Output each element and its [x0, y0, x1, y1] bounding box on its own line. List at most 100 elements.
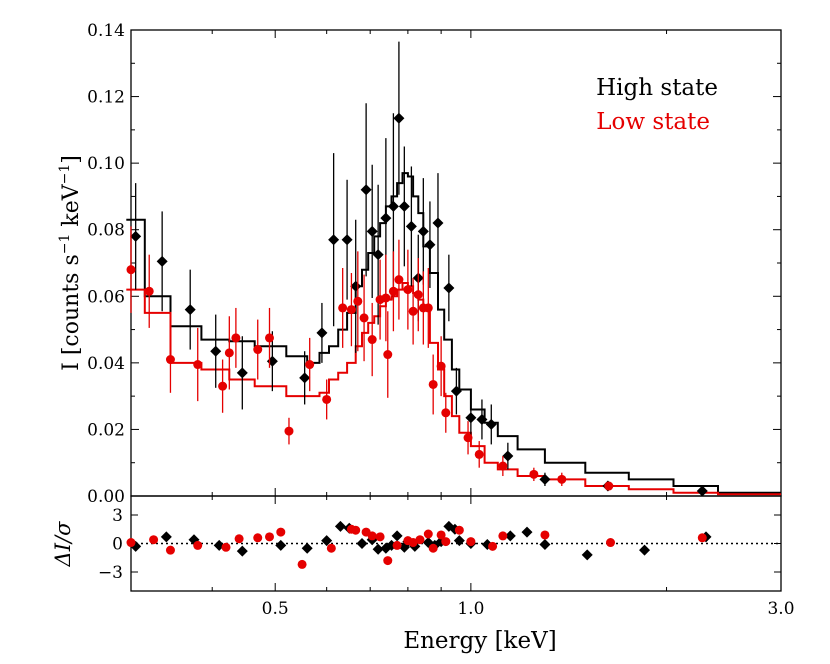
- y-tick-label: 0.06: [87, 287, 125, 307]
- data-point-high: [372, 249, 384, 261]
- data-point-low: [165, 355, 175, 365]
- y-tick-label: 0.10: [87, 154, 125, 174]
- data-point-high: [432, 217, 444, 229]
- residual-point-high: [356, 538, 368, 549]
- data-point-low: [383, 350, 393, 360]
- data-point-high: [380, 212, 392, 224]
- residual-point-high: [539, 538, 551, 550]
- data-point-low: [367, 335, 377, 345]
- data-point-low: [218, 381, 228, 391]
- data-point-high: [417, 225, 429, 237]
- x-tick-label: 1.0: [457, 599, 484, 619]
- y-axis-label-main: I [counts s: [59, 254, 84, 371]
- data-point-high: [130, 230, 142, 242]
- data-point-high: [210, 345, 222, 357]
- data-point-low: [394, 275, 404, 285]
- residual-point-low: [436, 530, 446, 540]
- data-point-low: [305, 360, 315, 370]
- data-point-high: [266, 355, 278, 367]
- model-step-high: [126, 172, 781, 494]
- residual-point-low: [326, 543, 336, 553]
- data-point-high: [485, 418, 497, 430]
- residual-point-high: [321, 535, 333, 547]
- legend-high-state: High state: [596, 75, 718, 101]
- data-point-low: [253, 345, 263, 355]
- residual-point-low: [606, 538, 616, 548]
- residual-plot-axes: 0.5 1.0 3.0 3 0 −3: [98, 495, 795, 619]
- data-point-low: [126, 265, 136, 275]
- data-point-low: [408, 306, 418, 316]
- residual-point-high: [236, 545, 248, 557]
- data-point-high: [398, 200, 410, 212]
- data-point-low: [193, 360, 203, 370]
- y-tick-label: 0.02: [87, 420, 125, 440]
- data-point-high: [476, 413, 488, 425]
- residual-point-high: [521, 526, 533, 538]
- residual-point-high: [301, 542, 313, 554]
- data-point-high: [341, 234, 353, 246]
- data-point-high: [328, 234, 340, 246]
- residual-point-low: [253, 533, 263, 543]
- data-point-high: [424, 239, 436, 251]
- residual-y-tick-label: 0: [112, 535, 123, 555]
- residual-y-tick-label: −3: [98, 563, 123, 583]
- residual-point-low: [193, 540, 203, 550]
- residual-point-low: [415, 535, 425, 545]
- data-point-low: [144, 286, 154, 296]
- residual-point-low: [392, 540, 402, 550]
- data-point-low: [474, 449, 484, 459]
- residual-point-low: [441, 537, 451, 547]
- residual-point-low: [276, 527, 286, 537]
- residual-point-low: [408, 538, 418, 548]
- main-model-steps: [126, 172, 781, 496]
- residual-point-low: [149, 535, 159, 545]
- residual-point-high: [275, 539, 287, 551]
- data-point-high: [387, 200, 399, 212]
- data-point-low: [413, 290, 423, 300]
- data-point-low: [604, 481, 614, 491]
- residual-point-low: [383, 556, 393, 566]
- residual-point-low: [423, 529, 433, 539]
- residual-y-tick-label: 3: [112, 506, 123, 526]
- data-point-high: [184, 304, 196, 316]
- residual-point-low: [367, 531, 377, 541]
- y-axis-label-end: ]: [59, 155, 84, 164]
- x-tick-label: 3.0: [767, 599, 794, 619]
- residual-point-low: [351, 525, 361, 535]
- residual-point-low: [297, 559, 307, 569]
- main-data-points: [126, 41, 708, 497]
- data-point-low: [359, 313, 369, 323]
- residual-point-low: [221, 542, 231, 552]
- data-point-low: [529, 469, 539, 479]
- y-tick-label: 0.08: [87, 221, 125, 241]
- data-point-low: [498, 461, 508, 471]
- x-tick-label: 0.5: [262, 599, 289, 619]
- data-point-low: [423, 303, 433, 313]
- legend-low-state: Low state: [596, 109, 710, 135]
- data-point-high: [405, 220, 417, 232]
- y-tick-label: 0.12: [87, 88, 125, 108]
- data-point-low: [353, 296, 363, 306]
- residual-point-low: [454, 525, 464, 535]
- residual-y-axis-label: ΔI/σ: [51, 521, 75, 568]
- data-point-high: [502, 450, 514, 462]
- residual-point-high: [334, 520, 346, 532]
- residual-point-low: [126, 538, 136, 548]
- data-point-low: [346, 305, 356, 315]
- data-point-low: [231, 333, 241, 343]
- data-point-high: [696, 485, 708, 497]
- data-point-low: [441, 408, 451, 418]
- data-point-high: [450, 385, 462, 397]
- residual-point-low: [428, 543, 438, 553]
- residual-point-high: [453, 535, 465, 547]
- residual-point-high: [160, 531, 172, 543]
- data-point-high: [360, 184, 372, 196]
- residual-point-low: [234, 534, 244, 544]
- residual-point-high: [639, 544, 651, 556]
- data-point-high: [299, 372, 311, 384]
- residual-point-low: [466, 537, 476, 547]
- data-point-low: [338, 303, 348, 313]
- data-point-high: [443, 282, 455, 294]
- data-point-high: [316, 327, 328, 339]
